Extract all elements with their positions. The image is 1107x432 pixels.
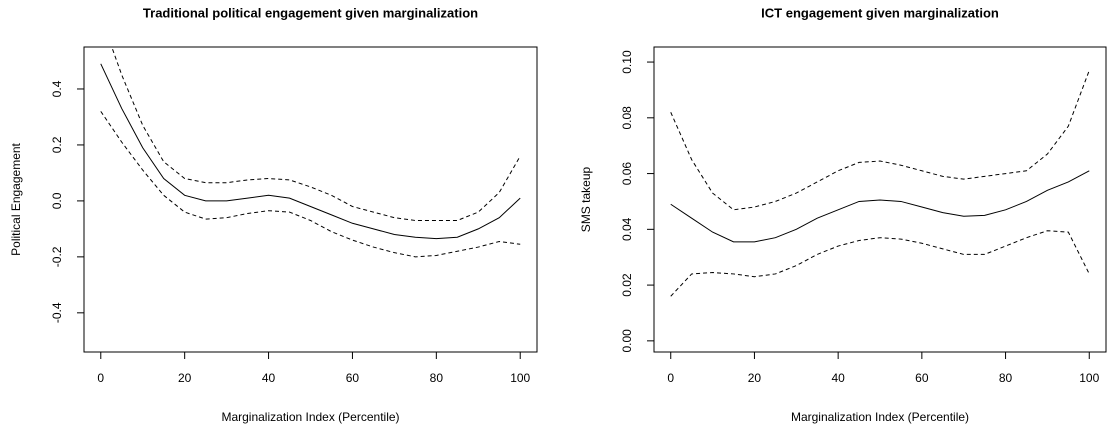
y-tick-label: -0.2 bbox=[50, 246, 64, 267]
chart-title: ICT engagement given marginalization bbox=[761, 5, 999, 20]
y-tick-label: 0.0 bbox=[50, 192, 64, 209]
y-axis-title: Political Engagement bbox=[9, 142, 23, 255]
x-axis-title: Marginalization Index (Percentile) bbox=[221, 410, 399, 424]
x-tick-label: 40 bbox=[831, 371, 845, 385]
y-tick-label: -0.4 bbox=[50, 302, 64, 323]
y-axis-title: SMS takeup bbox=[579, 166, 593, 232]
y-tick-label: 0.4 bbox=[50, 80, 64, 97]
line-series bbox=[100, 63, 521, 240]
line-series bbox=[670, 230, 1090, 297]
x-tick-label: 60 bbox=[346, 371, 360, 385]
y-tick-label: 0.06 bbox=[620, 162, 634, 186]
plot-area bbox=[670, 70, 1090, 297]
y-tick-label: 0.02 bbox=[620, 273, 634, 297]
line-series bbox=[670, 170, 1090, 243]
plot-area bbox=[100, 47, 521, 258]
x-tick-label: 80 bbox=[999, 371, 1013, 385]
x-tick-label: 0 bbox=[97, 371, 104, 385]
x-tick-label: 60 bbox=[915, 371, 929, 385]
x-tick-label: 40 bbox=[262, 371, 276, 385]
y-tick-label: 0.2 bbox=[50, 136, 64, 153]
x-tick-label: 20 bbox=[748, 371, 762, 385]
y-tick-label: 0.10 bbox=[620, 50, 634, 74]
line-series bbox=[100, 111, 521, 258]
chart-title: Traditional political engagement given m… bbox=[143, 5, 478, 20]
x-tick-label: 0 bbox=[667, 371, 674, 385]
x-axis-title: Marginalization Index (Percentile) bbox=[791, 410, 969, 424]
y-tick-label: 0.00 bbox=[620, 329, 634, 353]
y-tick-label: 0.04 bbox=[620, 217, 634, 241]
y-tick-label: 0.08 bbox=[620, 106, 634, 130]
x-tick-label: 100 bbox=[510, 371, 530, 385]
plot-box bbox=[83, 46, 538, 353]
x-tick-label: 80 bbox=[430, 371, 444, 385]
x-tick-label: 100 bbox=[1079, 371, 1099, 385]
plot-box bbox=[653, 46, 1107, 353]
x-tick-label: 20 bbox=[178, 371, 192, 385]
line-series bbox=[670, 70, 1090, 211]
